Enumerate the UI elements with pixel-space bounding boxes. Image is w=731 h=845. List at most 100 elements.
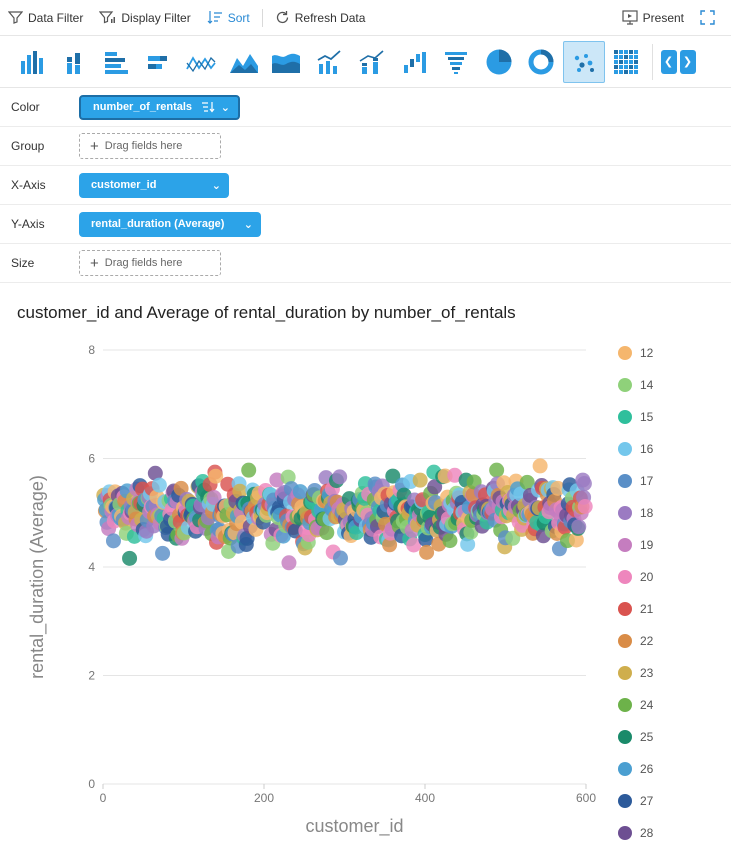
area-chart-icon[interactable]: [223, 41, 265, 83]
scatter-point: [412, 472, 428, 488]
legend-swatch: [618, 506, 632, 520]
legend-swatch: [618, 346, 632, 360]
chart-type-prev-button[interactable]: ❮: [660, 49, 677, 74]
scatter-point: [442, 533, 458, 549]
stacked-column-chart-icon[interactable]: [53, 41, 95, 83]
x-axis-field-row: X-Axis customer_id ⌄: [0, 166, 731, 205]
sort-button[interactable]: Sort: [199, 0, 258, 36]
scatter-point: [147, 465, 163, 481]
legend-label: 26: [640, 762, 654, 776]
scatter-point: [280, 469, 296, 485]
legend-label: 23: [640, 666, 654, 680]
scatter-point: [206, 490, 222, 506]
scatter-chart-icon[interactable]: [562, 40, 605, 83]
y-axis-field-pill[interactable]: rental_duration (Average) ⌄: [79, 211, 261, 237]
scatter-point: [532, 458, 548, 474]
scatter-point: [122, 550, 138, 566]
scatter-point: [105, 533, 121, 549]
scatter-point: [550, 480, 566, 496]
legend-swatch: [618, 570, 632, 584]
sort-desc-icon: [201, 102, 215, 113]
scatter-point: [571, 519, 587, 535]
chart-title: customer_id and Average of rental_durati…: [17, 303, 516, 322]
scatter-point: [418, 531, 434, 547]
scatter-point: [155, 545, 171, 561]
stacked-area-chart-icon[interactable]: [265, 41, 307, 83]
legend-label: 20: [640, 570, 654, 584]
legend-swatch: [618, 442, 632, 456]
size-drop-placeholder: Drag fields here: [104, 257, 183, 269]
heatmap-chart-icon[interactable]: [605, 41, 647, 83]
bar-chart-icon[interactable]: [95, 41, 137, 83]
waterfall-chart-icon[interactable]: [393, 41, 435, 83]
scatter-point: [576, 476, 592, 492]
chart-type-next-button[interactable]: ❯: [679, 49, 696, 74]
display-filter-label: Display Filter: [121, 10, 191, 25]
size-drop-zone[interactable]: + Drag fields here: [79, 250, 221, 276]
stacked-bar-chart-icon[interactable]: [138, 41, 180, 83]
funnel-chart-icon[interactable]: [435, 41, 477, 83]
scatter-point: [385, 468, 401, 484]
legend-swatch: [618, 826, 632, 840]
stacked-combo-chart-icon[interactable]: [350, 41, 392, 83]
x-tick-label: 400: [415, 791, 435, 805]
scatter-point: [292, 484, 308, 500]
scatter-point: [577, 498, 593, 514]
column-chart-icon[interactable]: [10, 41, 52, 83]
legend-swatch: [618, 634, 632, 648]
data-filter-button[interactable]: Data Filter: [0, 0, 91, 36]
display-filter-icon: [99, 11, 116, 24]
y-axis-field-row: Y-Axis rental_duration (Average) ⌄: [0, 205, 731, 244]
legend-label: 25: [640, 730, 654, 744]
display-filter-button[interactable]: Display Filter: [91, 0, 198, 36]
scatter-point: [232, 483, 248, 499]
color-field-pill[interactable]: number_of_rentals ⌄: [79, 94, 240, 120]
group-field-label: Group: [11, 139, 45, 153]
y-tick-label: 6: [88, 452, 95, 466]
x-axis-field-pill[interactable]: customer_id ⌄: [79, 172, 229, 198]
size-field-row: Size + Drag fields here: [0, 244, 731, 283]
legend-label: 15: [640, 410, 654, 424]
x-tick-label: 200: [254, 791, 274, 805]
data-filter-label: Data Filter: [28, 10, 84, 25]
x-axis-field-label: X-Axis: [11, 178, 46, 192]
scatter-point: [419, 544, 435, 560]
fullscreen-button[interactable]: [692, 0, 731, 36]
scatter-point: [281, 555, 297, 571]
y-tick-label: 0: [88, 777, 95, 791]
scatter-point: [568, 532, 584, 548]
scatter-point: [447, 467, 463, 483]
legend-swatch: [618, 730, 632, 744]
sort-label: Sort: [227, 10, 250, 25]
refresh-icon: [276, 11, 288, 24]
pie-chart-icon[interactable]: [478, 41, 520, 83]
donut-chart-icon[interactable]: [520, 41, 562, 83]
x-tick-label: 600: [576, 791, 596, 805]
legend-swatch: [618, 698, 632, 712]
present-label: Present: [642, 10, 684, 25]
y-tick-label: 4: [88, 560, 95, 574]
legend-label: 19: [640, 538, 654, 552]
line-chart-icon[interactable]: [180, 41, 222, 83]
scatter-point: [332, 469, 348, 485]
combo-chart-icon[interactable]: [308, 41, 350, 83]
y-tick-label: 8: [88, 343, 95, 357]
legend-swatch: [618, 602, 632, 616]
scatter-point: [269, 472, 285, 488]
fullscreen-icon: [700, 10, 715, 25]
y-axis-label: rental_duration (Average): [27, 475, 48, 679]
scatter-point: [460, 536, 476, 552]
scatter-point: [382, 537, 398, 553]
refresh-data-button[interactable]: Refresh Data: [267, 0, 374, 36]
group-drop-zone[interactable]: + Drag fields here: [79, 133, 221, 159]
chevron-down-icon: ⌄: [243, 218, 253, 231]
legend-swatch: [618, 378, 632, 392]
toolbar: Data Filter Display Filter Sort Refresh …: [0, 0, 731, 36]
present-button[interactable]: Present: [614, 0, 692, 36]
group-field-row: Group + Drag fields here: [0, 127, 731, 166]
color-field-value: number_of_rentals: [93, 101, 193, 113]
plus-icon: +: [90, 254, 99, 272]
legend-label: 27: [640, 794, 654, 808]
color-field-row: Color number_of_rentals ⌄: [0, 88, 731, 127]
